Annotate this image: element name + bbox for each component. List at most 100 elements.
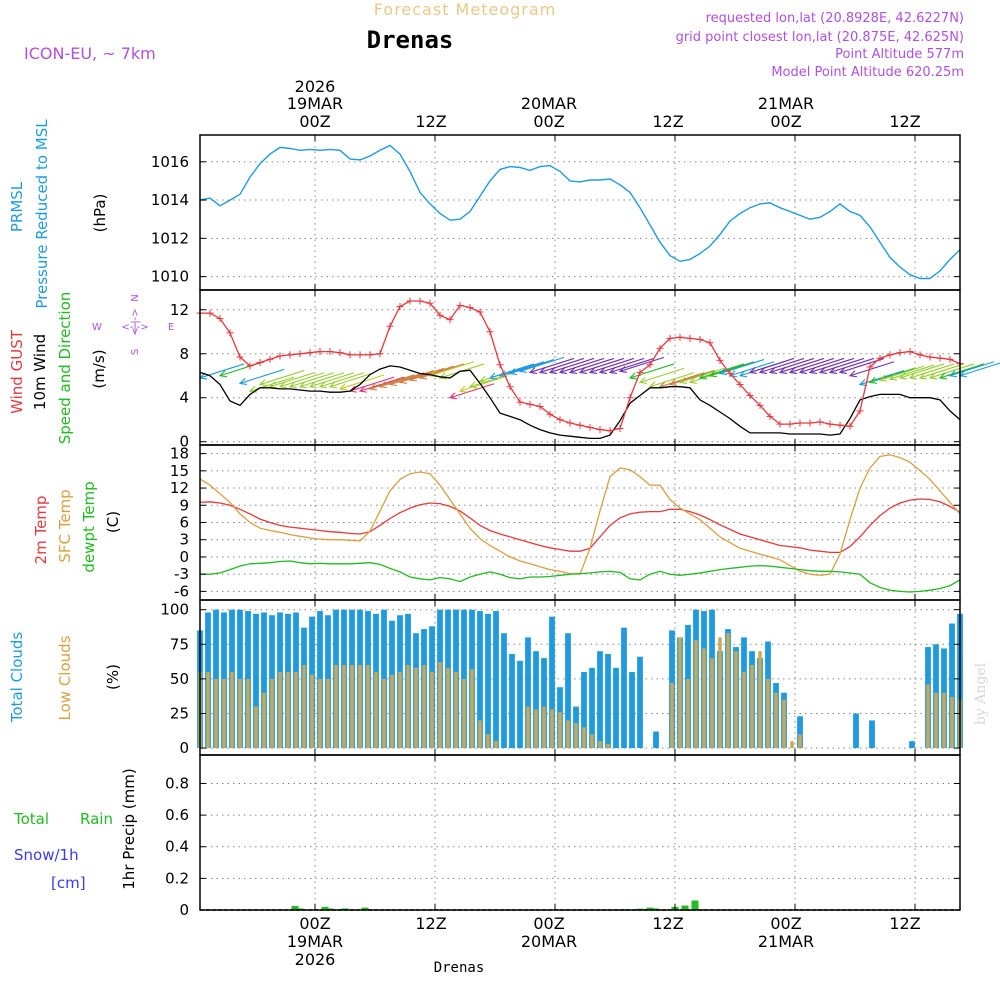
low-cloud-bar: [350, 665, 353, 748]
top-hour-label: 12Z: [415, 112, 446, 131]
low-cloud-bar: [214, 679, 217, 748]
low-cloud-bar: [702, 648, 705, 748]
watermark: by Angel: [973, 662, 989, 725]
point-altitude: Point Altitude 577m: [835, 47, 964, 62]
low-cloud-bar: [718, 637, 721, 748]
low-cloud-bar: [678, 637, 681, 748]
temp-ytick-label: 12: [170, 479, 189, 497]
bottom-hour-label: 00Z: [533, 914, 564, 933]
pressure-line: [200, 146, 960, 279]
precip-ytick-label: 0.4: [165, 838, 189, 856]
precip-axis-title: 1hr Precip (mm): [120, 768, 138, 889]
precip-ytick-label: 0: [179, 901, 189, 919]
wind-vector: [520, 357, 564, 371]
low-cloud-bar: [438, 662, 441, 748]
low-cloud-bar: [262, 693, 265, 748]
wind-direction-label: Speed and Direction: [56, 292, 74, 445]
top-hour-label: 00Z: [770, 112, 801, 131]
pressure-frame: [200, 135, 960, 290]
total-cloud-bar: [653, 731, 659, 748]
compass-north: N: [130, 294, 141, 301]
low-cloud-bar: [294, 672, 297, 748]
total-cloud-bar: [637, 657, 643, 748]
wind-unit: (m/s): [90, 349, 108, 388]
temp-ytick-label: 18: [170, 445, 189, 463]
wind-vector: [640, 368, 684, 382]
top-hour-label: 12Z: [889, 112, 920, 131]
temp-ytick-label: 15: [170, 462, 189, 480]
low-cloud-bar: [254, 707, 257, 749]
low-cloud-bar: [374, 672, 377, 748]
pressure-ytick-label: 1012: [151, 229, 189, 247]
precip-rain-label: Rain: [80, 810, 113, 828]
compass-west: W: [92, 322, 102, 333]
low-cloud-bar: [710, 658, 713, 748]
total-cloud-bar: [493, 611, 499, 748]
total-cloud-bar: [613, 668, 619, 748]
wind-gust-label: Wind GUST: [8, 329, 26, 414]
low-cloud-bar: [398, 672, 401, 748]
pressure-unit: (hPa): [91, 194, 109, 233]
low-cloud-bar: [446, 668, 449, 748]
low-clouds-label: Low Clouds: [56, 635, 74, 720]
low-cloud-bar: [934, 693, 937, 748]
low-cloud-bar: [310, 675, 313, 748]
precip-cm-label: [cm]: [51, 874, 86, 892]
low-cloud-bar: [366, 665, 369, 748]
low-cloud-bar: [942, 693, 945, 748]
compass-east: E: [168, 322, 174, 333]
low-cloud-bar: [470, 669, 473, 748]
low-cloud-bar: [790, 741, 793, 748]
temp-ytick-label: 6: [179, 514, 189, 532]
total-cloud-bar: [509, 654, 515, 748]
low-cloud-bar: [406, 665, 409, 748]
model-label: ICON-EU, ~ 7km: [24, 44, 156, 63]
bottom-hour-label: 12Z: [889, 914, 920, 933]
top-hour-label: 00Z: [533, 112, 564, 131]
bottom-date-label: 19MAR: [287, 932, 343, 951]
temp-ytick-label: 9: [179, 496, 189, 514]
low-cloud-bar: [590, 734, 593, 748]
low-cloud-bar: [230, 672, 233, 748]
model-altitude: Model Point Altitude 620.25m: [771, 65, 964, 80]
total-cloud-bar: [605, 654, 611, 748]
pressure-label-prmsl: PRMSL: [8, 181, 26, 232]
total-clouds-label: Total Clouds: [8, 632, 26, 724]
low-cloud-bar: [582, 727, 585, 748]
top-date-label: 20MAR: [521, 94, 577, 113]
low-cloud-bar: [670, 683, 673, 748]
temp-ytick-label: 0: [179, 548, 189, 566]
low-cloud-bar: [566, 720, 569, 748]
low-cloud-bar: [358, 665, 361, 748]
low-cloud-bar: [526, 707, 529, 749]
bottom-date-label: 20MAR: [521, 932, 577, 951]
wind-ytick-label: 12: [170, 301, 189, 319]
total-cloud-bar: [501, 633, 507, 748]
low-cloud-bar: [238, 679, 241, 748]
low-cloud-bar: [926, 684, 929, 748]
pressure-label-msl: Pressure Reduced to MSL: [33, 119, 51, 309]
temp-ytick-label: -3: [174, 565, 189, 583]
low-cloud-bar: [270, 679, 273, 748]
temp-ytick-label: -6: [174, 582, 189, 600]
clouds-ytick-label: 0: [179, 739, 189, 757]
low-cloud-bar: [734, 651, 737, 748]
temp-sfc-label: SFC Temp: [56, 489, 74, 562]
low-cloud-bar: [414, 668, 417, 748]
low-cloud-bar: [286, 672, 289, 748]
clouds-ytick-label: 75: [170, 635, 189, 653]
bottom-hour-label: 12Z: [652, 914, 683, 933]
clouds-ytick-label: 25: [170, 704, 189, 722]
low-cloud-bar: [798, 734, 801, 748]
temp-2m-line: [200, 499, 960, 552]
clouds-ytick-label: 100: [160, 601, 189, 619]
low-cloud-bar: [574, 723, 577, 748]
bottom-hour-label: 00Z: [770, 914, 801, 933]
low-cloud-bar: [766, 679, 769, 748]
low-cloud-bar: [390, 675, 393, 748]
clouds-ytick-label: 50: [170, 670, 189, 688]
wind-vector: [960, 362, 1000, 376]
precip-ytick-label: 0.8: [165, 774, 189, 792]
